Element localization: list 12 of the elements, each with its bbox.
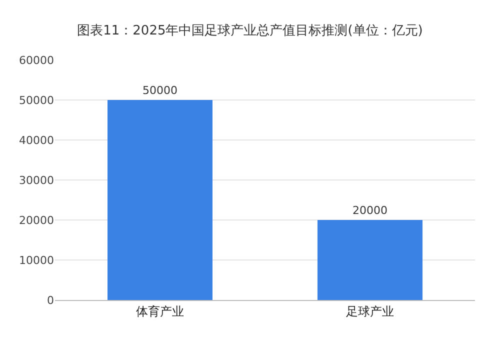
data-label: 20000 [352, 204, 388, 217]
y-tick-label: 40000 [19, 134, 54, 147]
x-tick-label: 足球产业 [346, 304, 394, 318]
chart-title: 图表11：2025年中国足球产业总产值目标推测(单位：亿元) [77, 23, 423, 38]
x-tick-label: 体育产业 [136, 304, 184, 318]
data-label: 50000 [142, 84, 178, 97]
y-tick-label: 10000 [19, 254, 54, 267]
y-tick-label: 0 [47, 294, 54, 307]
y-tick-label: 60000 [19, 54, 54, 67]
y-tick-label: 50000 [19, 94, 54, 107]
y-tick-label: 30000 [19, 174, 54, 187]
y-tick-label: 20000 [19, 214, 54, 227]
